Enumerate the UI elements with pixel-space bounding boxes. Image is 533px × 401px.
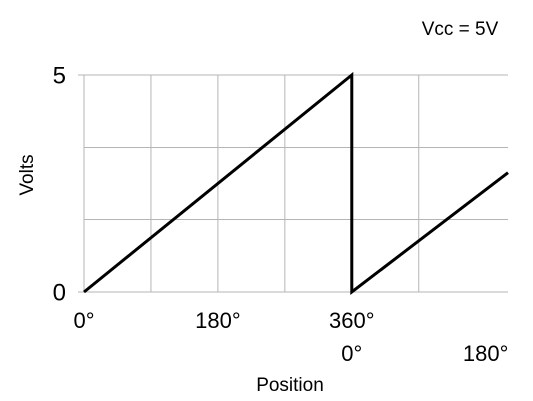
y-axis-label: Volts <box>17 154 38 195</box>
x-tick-label: 180° <box>463 341 509 366</box>
x-tick-label: 360° <box>329 308 375 333</box>
x-tick-label: 0° <box>341 341 362 366</box>
x-axis-label: Position <box>256 375 324 396</box>
x-tick-label: 180° <box>195 308 241 333</box>
x-tick-label: 0° <box>73 308 94 333</box>
y-tick-label: 5 <box>53 62 66 89</box>
y-tick-label: 0 <box>53 279 66 306</box>
annotation: Vcc = 5V <box>422 19 499 40</box>
line <box>83 71 509 296</box>
